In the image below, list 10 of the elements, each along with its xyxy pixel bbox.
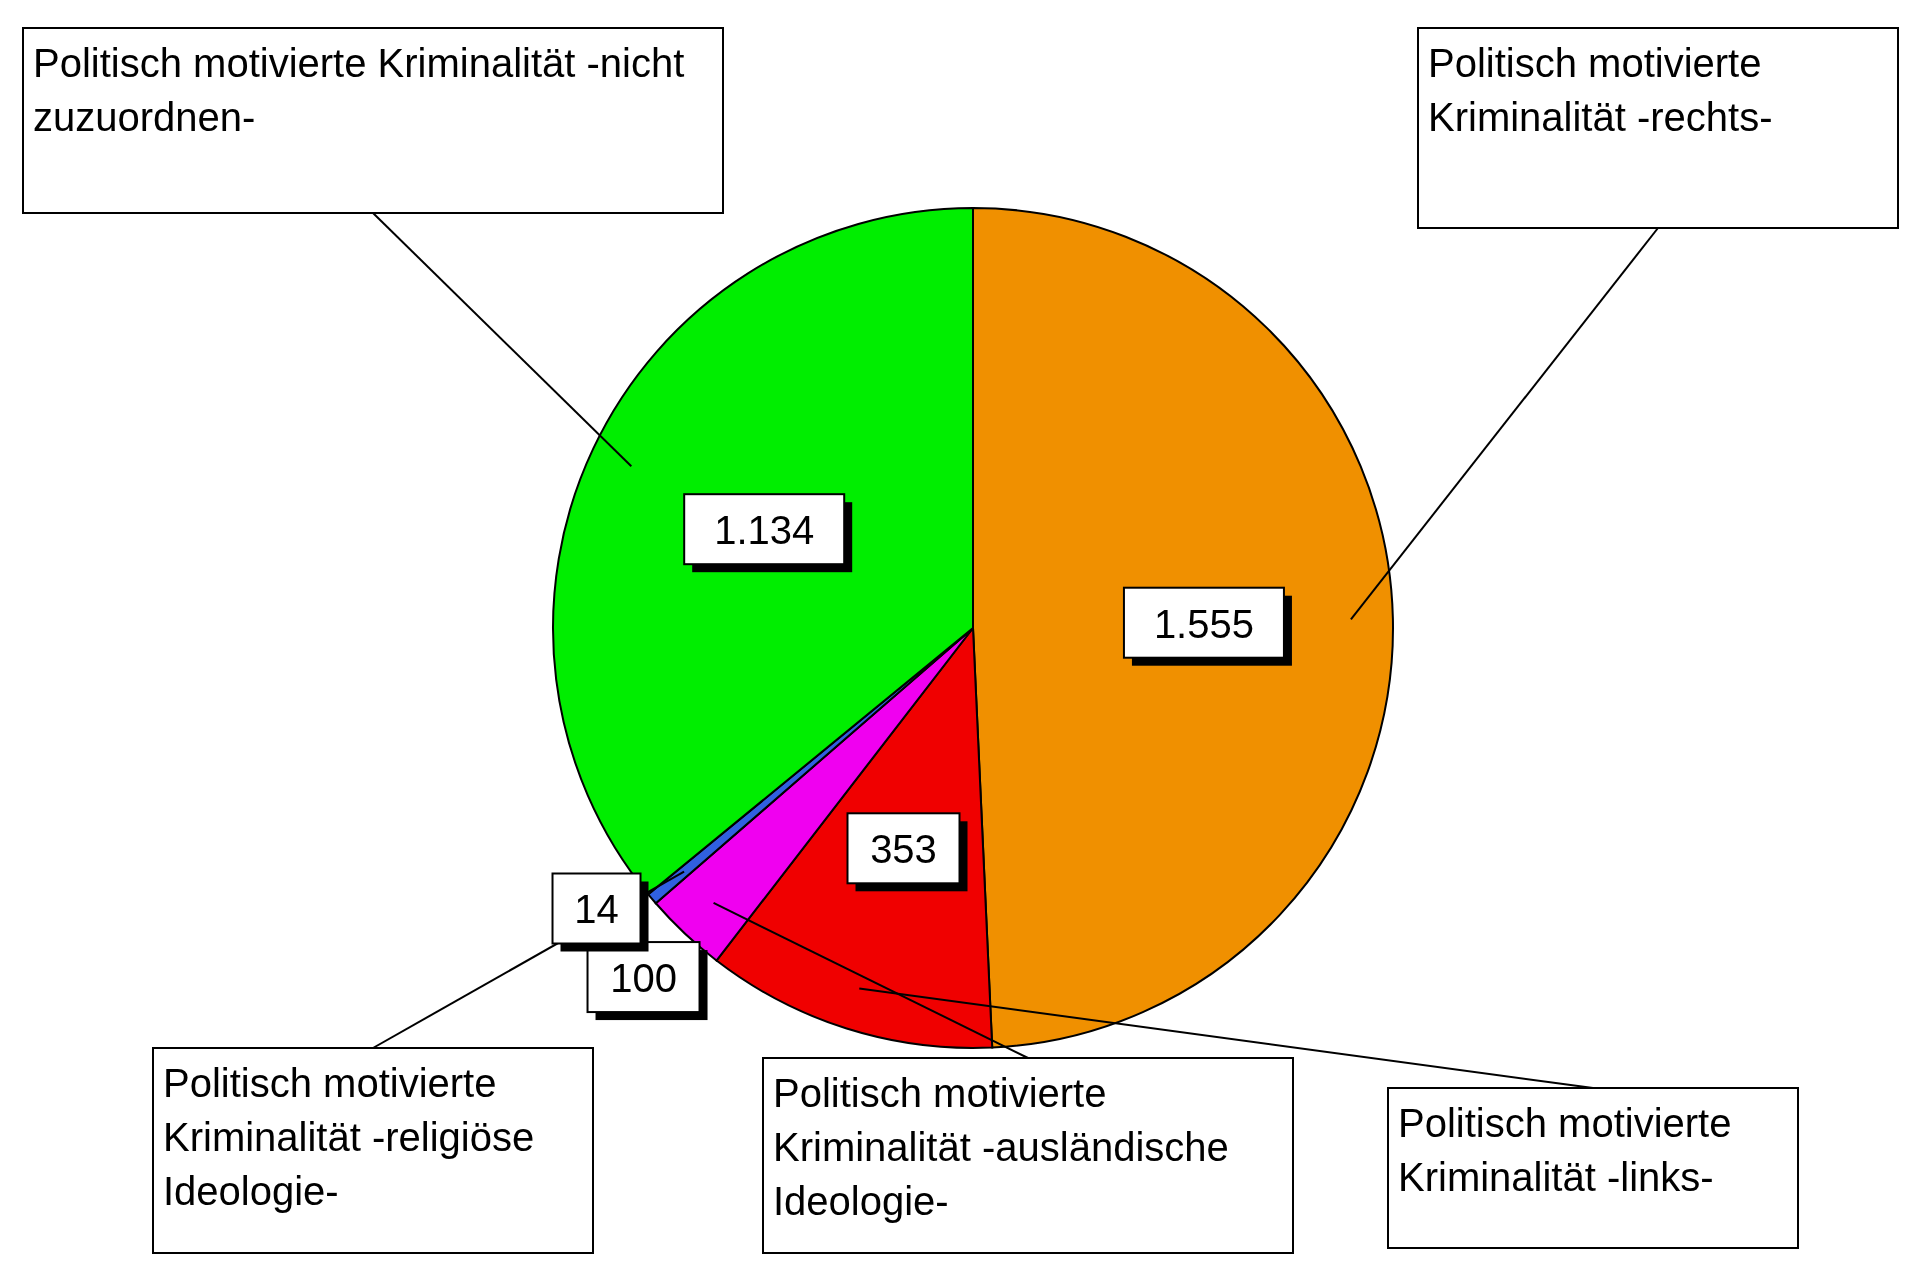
data-label: 353 <box>870 827 937 872</box>
data-label: 1.555 <box>1153 601 1254 646</box>
data-label: 1.134 <box>714 508 815 553</box>
slice-label: Politisch motivierte Kriminalität -nicht zuzuordnen- <box>33 40 686 141</box>
slice-label: Politisch motivierte Kriminalität -links- <box>1398 1100 1733 1201</box>
slice-label: Politisch motivierte Kriminalität -religiöse Ideologie- <box>163 1060 536 1215</box>
slice-label: Politisch motivierte Kriminalität -rechts- <box>1428 40 1774 141</box>
data-label: 100 <box>610 956 677 1001</box>
data-label: 14 <box>574 887 619 932</box>
slice-label: Politisch motivierte Kriminalität -ausländische Ideologie- <box>773 1070 1230 1225</box>
